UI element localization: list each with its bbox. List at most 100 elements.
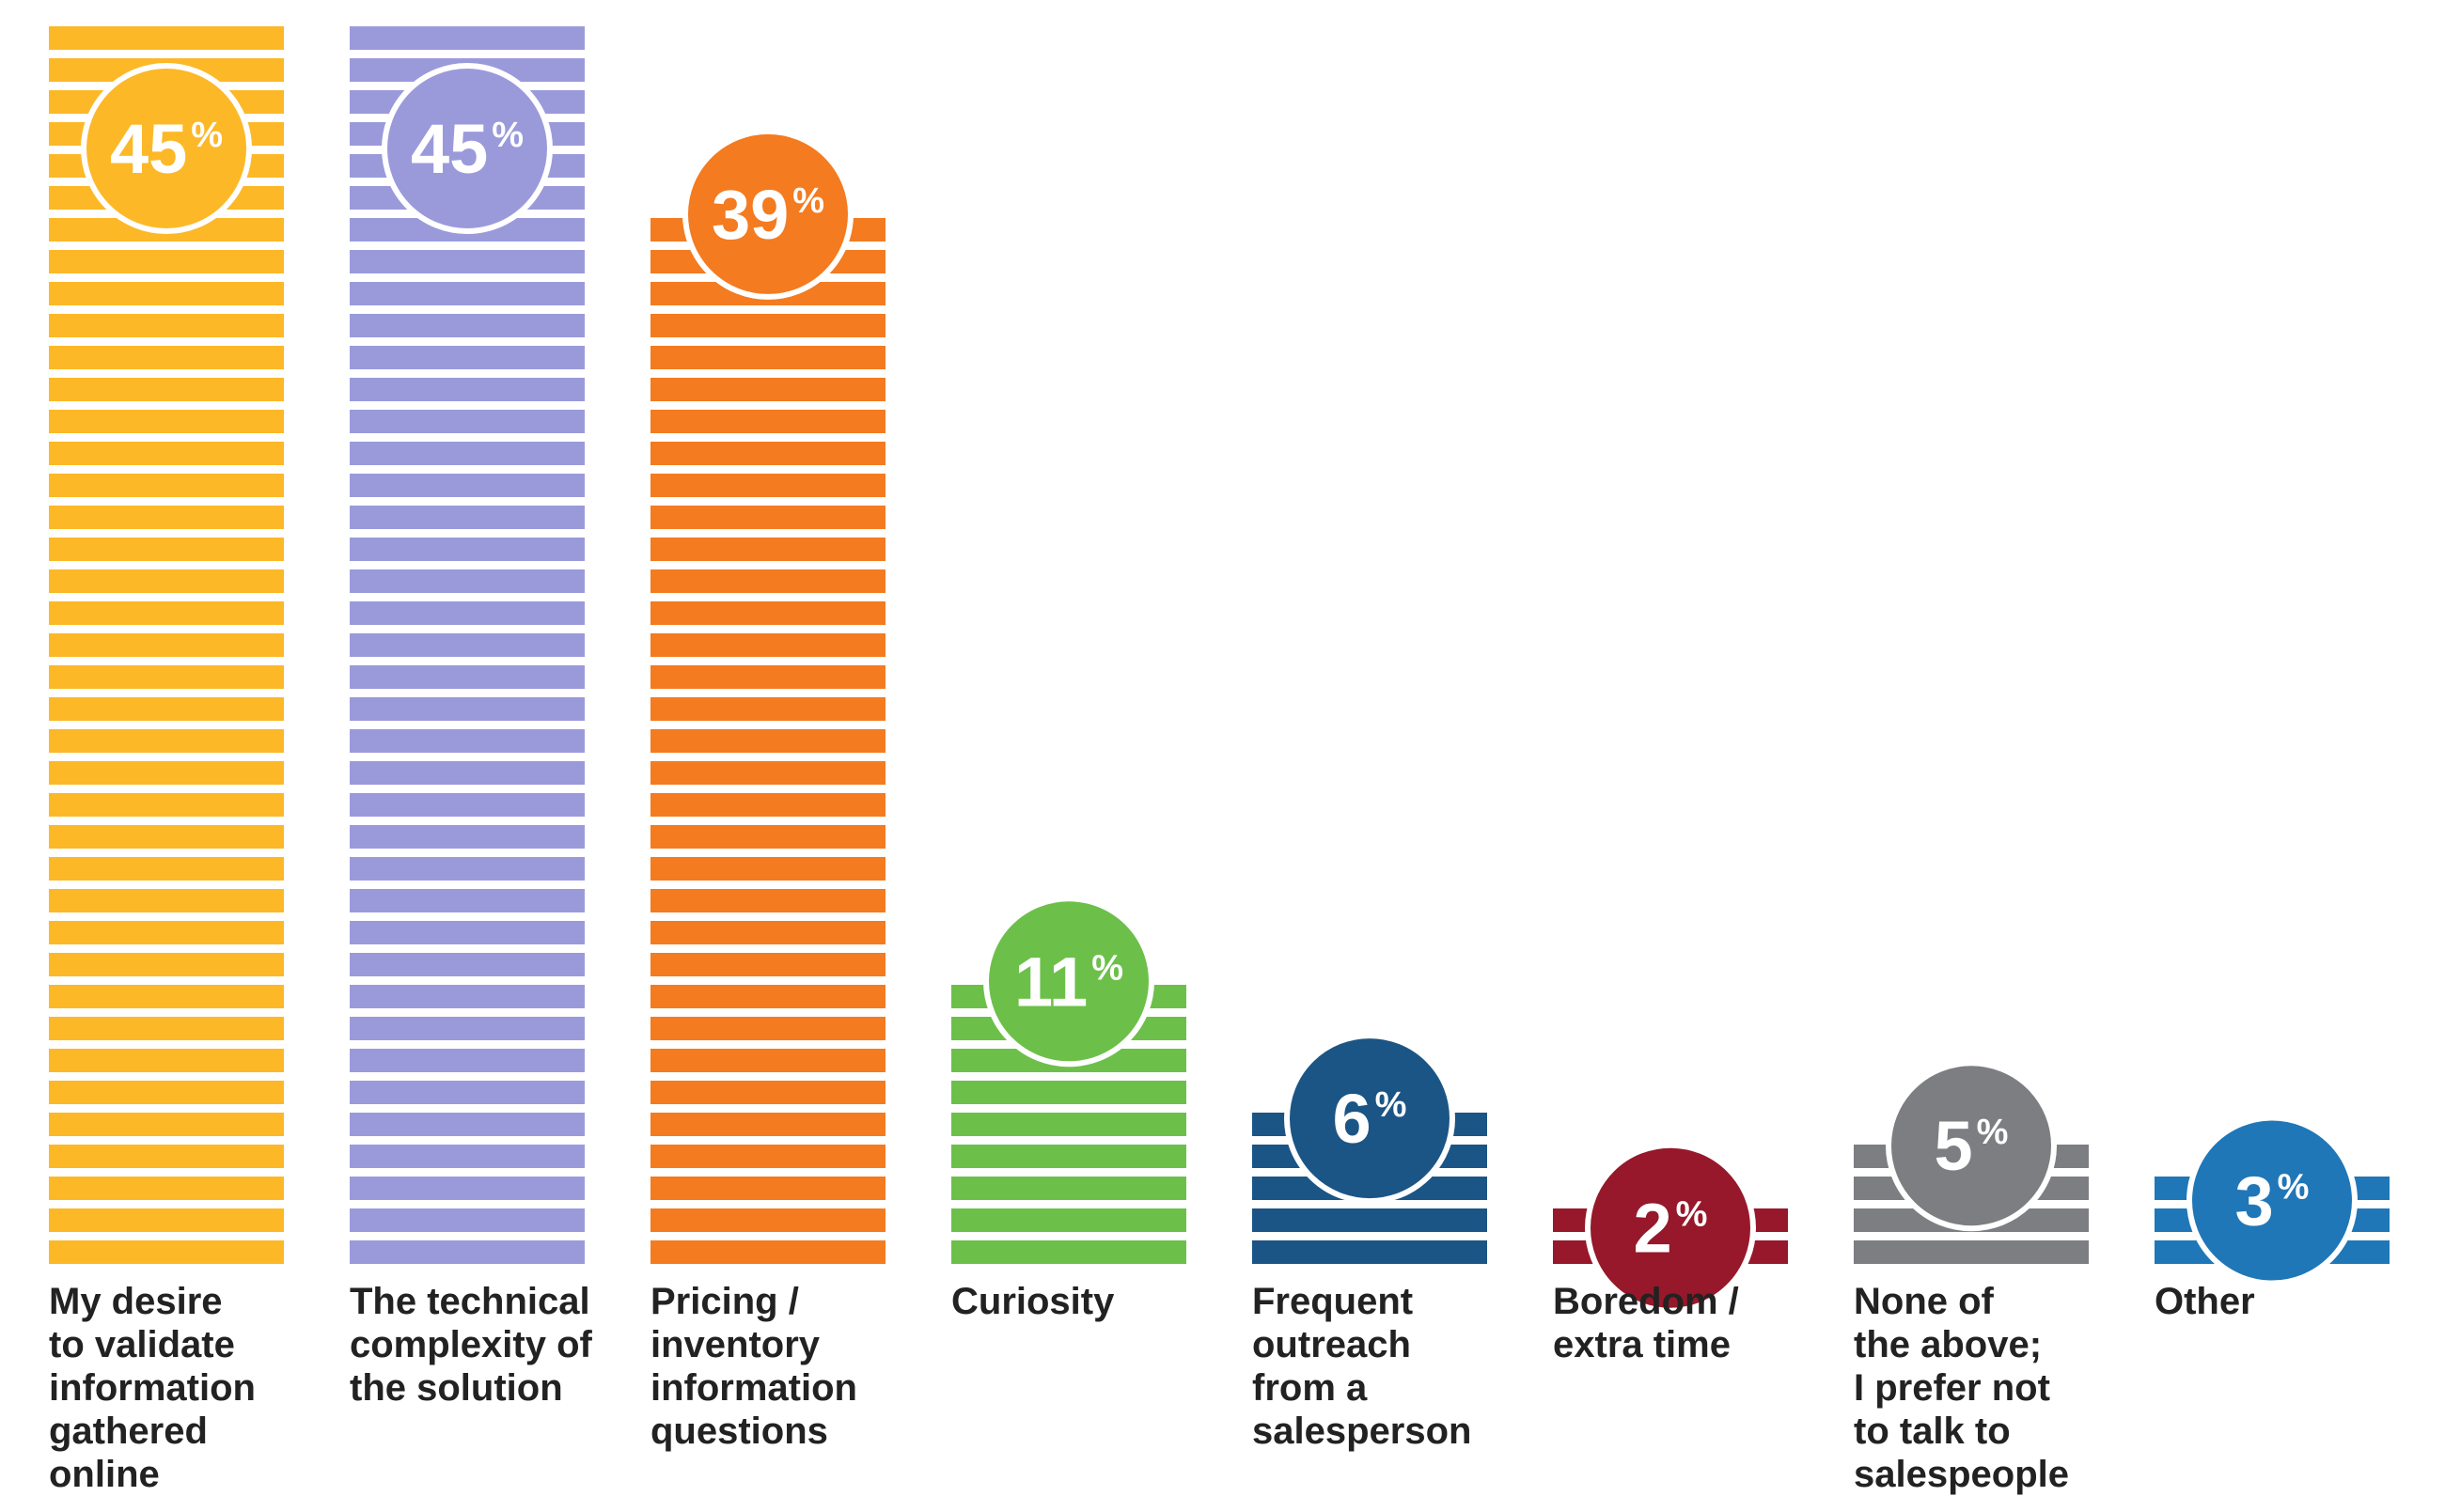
value-badge: 11%	[983, 896, 1154, 1068]
bar-stripe	[350, 410, 585, 433]
bar-stripe	[350, 26, 585, 50]
bar-stripe	[350, 250, 585, 273]
badge-circle	[682, 128, 854, 300]
bar-stripe	[350, 793, 585, 817]
value-badge: 39%	[682, 128, 854, 300]
bar-stripe	[650, 538, 886, 561]
category-label-line: complexity of	[350, 1324, 592, 1365]
category-label-line: information	[650, 1367, 857, 1409]
category-label-line: outreach	[1252, 1324, 1411, 1365]
bar-stripe	[350, 442, 585, 465]
bar-stripe	[49, 26, 284, 50]
bar-stripe	[49, 282, 284, 305]
category-label-line: Pricing /	[650, 1281, 799, 1322]
value-label: 6%	[1333, 1080, 1407, 1158]
category-label: Frequent outreach from a salesperson	[1252, 1280, 1534, 1453]
category-label-line: extra time	[1553, 1324, 1731, 1365]
value-percent-sign: %	[1676, 1195, 1708, 1235]
value-percent-sign: %	[191, 116, 223, 155]
bar-stripe	[350, 953, 585, 976]
category-label: My desire to validate information gathered o…	[49, 1280, 331, 1496]
bar-stripe	[350, 729, 585, 753]
value-number: 5	[1935, 1107, 1973, 1185]
bar-stripe	[951, 1081, 1186, 1104]
bar-stripe	[951, 1177, 1186, 1200]
bar-stripe	[650, 921, 886, 944]
bar-stripe	[650, 1177, 886, 1200]
value-badge: 3%	[2186, 1115, 2358, 1286]
value-label: 2%	[1634, 1190, 1708, 1268]
bar-stripe	[650, 442, 886, 465]
category-label: None of the above; I prefer not to talk to s…	[1854, 1280, 2136, 1496]
category-label-line: My desire	[49, 1281, 223, 1322]
badge-circle	[1886, 1060, 2057, 1232]
value-label: 45%	[110, 110, 223, 188]
value-label: 11%	[1014, 943, 1123, 1021]
bar-stripe	[350, 538, 585, 561]
badge-circle	[1585, 1142, 1756, 1314]
bar-stripe	[1854, 1240, 2089, 1264]
bar-stripe	[650, 1081, 886, 1104]
badge-circle	[2186, 1115, 2358, 1286]
category-label: Boredom / extra time	[1553, 1280, 1835, 1366]
bar-stripe	[350, 857, 585, 881]
bar-stripe	[951, 1145, 1186, 1168]
bar-stripe	[350, 1049, 585, 1072]
bar-stripe	[350, 1177, 585, 1200]
bar-stripe	[650, 314, 886, 337]
bar-stripe	[650, 953, 886, 976]
bar-stripe	[650, 378, 886, 401]
value-number: 45	[110, 110, 187, 188]
bar-stripe	[350, 1017, 585, 1040]
bar-stripe	[49, 953, 284, 976]
bar-stripe	[650, 793, 886, 817]
bar-stripe	[650, 601, 886, 625]
bar-stripe	[650, 1145, 886, 1168]
bar-stripe	[350, 474, 585, 497]
bar-stripe	[350, 569, 585, 593]
bar-stripe	[49, 1240, 284, 1264]
category-label-line: None of	[1854, 1281, 1994, 1322]
bar-stripe	[49, 1017, 284, 1040]
bar-stripe	[350, 346, 585, 369]
category-label-line: inventory	[650, 1324, 821, 1365]
bar-stripe	[49, 729, 284, 753]
bar-stripe	[49, 601, 284, 625]
bar-stripe	[49, 665, 284, 689]
value-percent-sign: %	[1091, 948, 1123, 988]
category-label-line: salespeople	[1854, 1454, 2070, 1495]
bar-stripe	[350, 314, 585, 337]
value-badge: 2%	[1585, 1142, 1756, 1314]
bar-stripe	[951, 1113, 1186, 1136]
bar-stripe	[951, 1240, 1186, 1264]
bar-stripe	[49, 1113, 284, 1136]
bar-stripe	[49, 314, 284, 337]
category-label: Pricing / inventory information questions	[650, 1280, 933, 1453]
category-label-line: salesperson	[1252, 1411, 1472, 1452]
category-label-line: the above;	[1854, 1324, 2043, 1365]
bar-stripe	[49, 761, 284, 785]
bar-stripe	[650, 665, 886, 689]
bar-stripe	[650, 761, 886, 785]
bar-stripe	[650, 729, 886, 753]
bar-stripe	[650, 569, 886, 593]
value-percent-sign: %	[1977, 1113, 2009, 1152]
category-label: Other	[2155, 1280, 2437, 1323]
bar-stripe	[650, 889, 886, 912]
bar-stripe	[350, 1113, 585, 1136]
value-label: 39%	[712, 176, 824, 254]
bar-stripe	[49, 378, 284, 401]
category-label-line: gathered	[49, 1411, 208, 1452]
bar-stripe	[350, 665, 585, 689]
value-number: 2	[1634, 1190, 1672, 1268]
value-percent-sign: %	[2278, 1168, 2310, 1208]
bar-stripe	[650, 825, 886, 849]
bar-stripe	[650, 697, 886, 721]
bar-stripe	[49, 1208, 284, 1232]
bar-stripe	[650, 410, 886, 433]
bar-stripe	[49, 793, 284, 817]
badge-circle	[983, 896, 1154, 1068]
category-label-line: to validate	[49, 1324, 235, 1365]
category-label: The technical complexity of the solution	[350, 1280, 632, 1410]
value-badge: 6%	[1284, 1033, 1455, 1205]
